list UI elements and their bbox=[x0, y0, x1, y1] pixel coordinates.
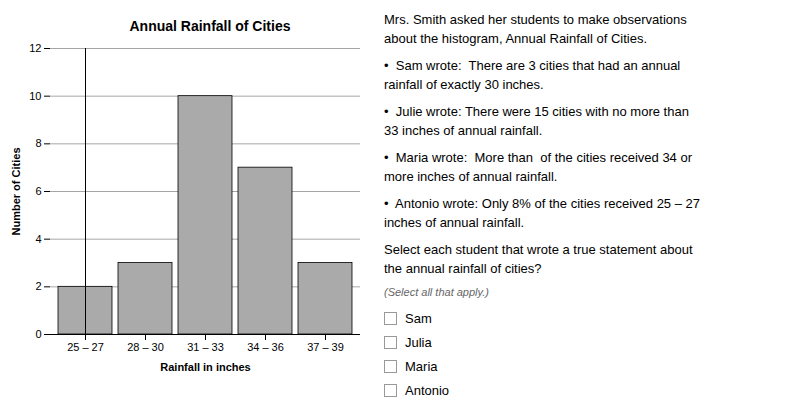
html-text:Annual Rainfall of Cities: Annual Rainfall of Cities bbox=[129, 18, 291, 34]
html-text:Select each student that wrote: Select each student that wrote a true st… bbox=[384, 242, 693, 257]
svg-text:0: 0 bbox=[35, 328, 41, 340]
html-text:rainfall of exactly 30 inches.: rainfall of exactly 30 inches. bbox=[384, 77, 544, 92]
html-text:33 inches of annual rainfall.: 33 inches of annual rainfall. bbox=[384, 123, 543, 138]
svg-text:8: 8 bbox=[35, 137, 41, 149]
html-text:more inches of annual rainfall: more inches of annual rainfall. bbox=[384, 169, 558, 184]
svg-text:28 – 30: 28 – 30 bbox=[127, 341, 164, 353]
svg-text:6: 6 bbox=[35, 185, 41, 197]
svg-text:37 – 39: 37 – 39 bbox=[307, 341, 344, 353]
svg-text:10: 10 bbox=[29, 90, 41, 102]
svg-text:Number of Cities: Number of Cities bbox=[10, 147, 22, 235]
svg-text:2: 2 bbox=[35, 280, 41, 292]
html-text:the annual rainfall of cities?: the annual rainfall of cities? bbox=[384, 261, 542, 276]
html-text:• Julie wrote: There were 15 c: • Julie wrote: There were 15 cities with… bbox=[384, 104, 689, 119]
svg-text:4: 4 bbox=[35, 233, 41, 245]
html-text:Julia: Julia bbox=[405, 334, 432, 350]
html-text:• Maria wrote: More than of th: • Maria wrote: More than of the cities r… bbox=[384, 150, 692, 165]
html-text:inches of annual rainfall.: inches of annual rainfall. bbox=[384, 215, 525, 230]
svg-text:25 – 27: 25 – 27 bbox=[67, 341, 104, 353]
svg-text:31 – 33: 31 – 33 bbox=[187, 341, 224, 353]
html-text:(Select all that apply.): (Select all that apply.) bbox=[384, 286, 489, 298]
html-text:Sam: Sam bbox=[405, 310, 432, 326]
html-text:Antonio: Antonio bbox=[405, 382, 450, 398]
html-text:• Sam wrote: There are 3 citie: • Sam wrote: There are 3 cities that had… bbox=[384, 58, 681, 73]
html-text:Maria: Maria bbox=[405, 358, 438, 374]
html-text:• Antonio wrote: Only 8% of th: • Antonio wrote: Only 8% of the cities r… bbox=[384, 196, 700, 211]
html-text:about the histogram, Annual Ra: about the histogram, Annual Rainfall of … bbox=[384, 31, 647, 46]
svg-text:34 – 36: 34 – 36 bbox=[247, 341, 284, 353]
html-text:Mrs. Smith asked her students: Mrs. Smith asked her students to make ob… bbox=[384, 12, 687, 27]
svg-text:12: 12 bbox=[29, 42, 41, 54]
svg-text:Rainfall in inches: Rainfall in inches bbox=[160, 361, 250, 373]
